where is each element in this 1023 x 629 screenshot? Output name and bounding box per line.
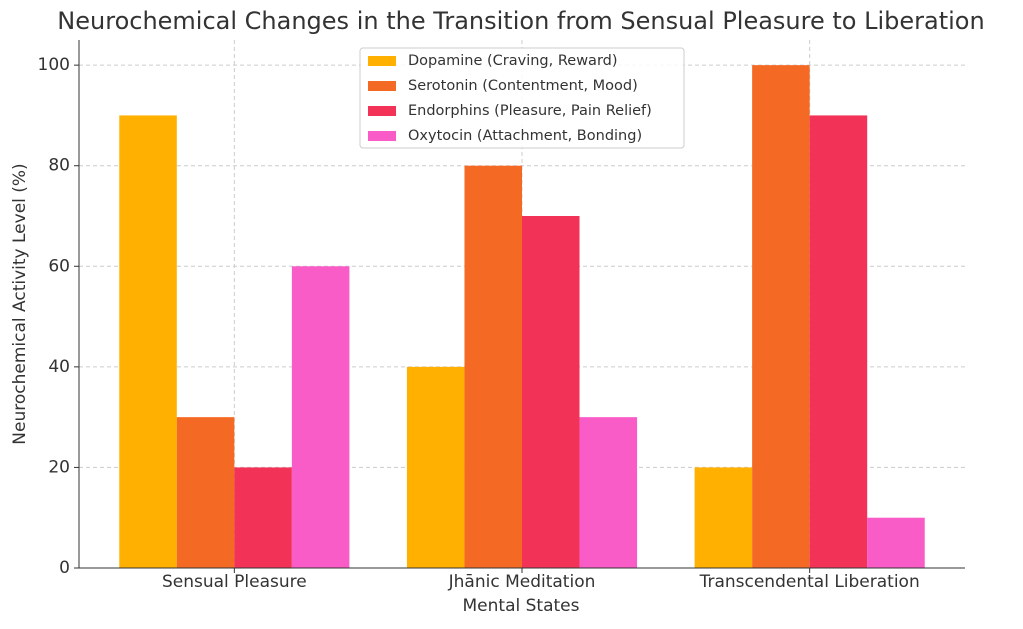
bar <box>579 417 638 568</box>
legend-swatch <box>368 81 396 91</box>
legend-box <box>359 47 685 149</box>
bar <box>291 266 350 568</box>
x-axis-label: Mental States <box>463 596 580 616</box>
legend-swatch <box>368 56 396 66</box>
bar <box>752 65 810 569</box>
y-tick-label: 20 <box>48 457 70 477</box>
bar <box>522 216 580 568</box>
bar <box>176 417 235 568</box>
x-tick-label: Transcendental Liberation <box>699 572 920 592</box>
bar <box>694 467 753 568</box>
x-tick-label: Sensual Pleasure <box>162 572 307 592</box>
bar <box>867 517 925 568</box>
bar <box>464 165 522 568</box>
legend-swatch <box>368 106 396 116</box>
y-tick-label: 0 <box>59 558 70 578</box>
legend-label: Dopamine (Craving, Reward) <box>408 53 618 69</box>
chart-title: Neurochemical Changes in the Transition … <box>57 7 984 35</box>
bar <box>406 366 465 568</box>
legend-label: Serotonin (Contentment, Mood) <box>408 78 638 94</box>
x-tick-label: Jhānic Meditation <box>448 572 596 592</box>
y-tick-label: 60 <box>48 256 70 276</box>
bar <box>234 467 292 568</box>
y-axis-label: Neurochemical Activity Level (%) <box>10 163 30 444</box>
y-tick-label: 40 <box>48 357 70 377</box>
legend-label: Oxytocin (Attachment, Bonding) <box>408 128 642 144</box>
y-tick-label: 80 <box>48 156 70 176</box>
bar <box>119 115 177 568</box>
bar <box>809 115 868 568</box>
legend-swatch <box>368 131 396 141</box>
legend-label: Endorphins (Pleasure, Pain Relief) <box>408 103 652 119</box>
y-tick-label: 100 <box>38 55 70 75</box>
